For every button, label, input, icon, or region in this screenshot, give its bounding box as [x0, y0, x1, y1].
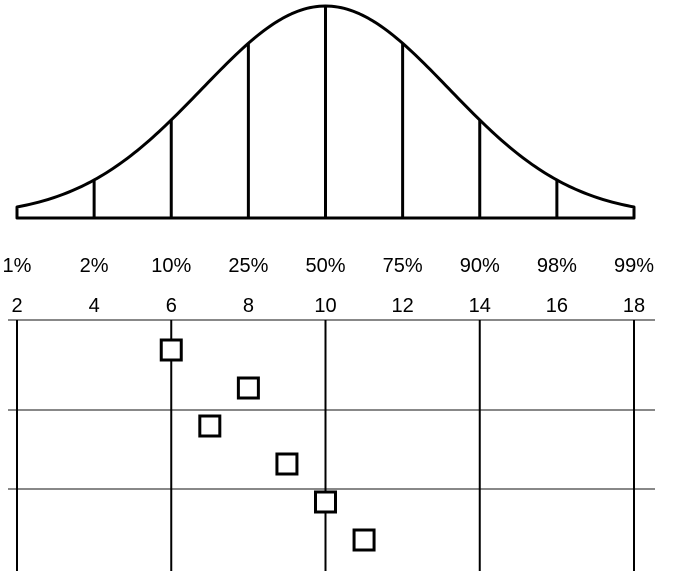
percentile-label: 75% [383, 255, 423, 277]
data-point [275, 452, 299, 476]
percentile-label: 98% [537, 255, 577, 277]
x-tick-label: 4 [89, 295, 100, 317]
percentile-labels: 1% 2% 10% 25% 50% 75% 90% 98% 99% [3, 255, 655, 277]
percentile-label: 25% [228, 255, 268, 277]
percentile-label: 90% [460, 255, 500, 277]
percentile-label: 2% [80, 255, 109, 277]
dot-plot-grid [8, 319, 655, 571]
x-tick-label: 12 [392, 295, 414, 317]
data-point [159, 338, 183, 362]
x-tick-label: 10 [314, 295, 336, 317]
percentile-label: 50% [305, 255, 345, 277]
x-tick-label: 14 [469, 295, 491, 317]
data-point [314, 490, 337, 514]
data-point [236, 376, 260, 400]
x-tick-label: 18 [623, 295, 645, 317]
dot-plot-points [159, 338, 376, 552]
x-tick-label: 16 [546, 295, 568, 317]
x-tick-labels: 2 4 6 8 10 12 14 16 18 [11, 295, 645, 317]
percentile-label: 10% [151, 255, 191, 277]
percentile-label: 99% [614, 255, 654, 277]
data-point [198, 414, 222, 438]
x-tick-label: 6 [166, 295, 177, 317]
bell-curve-chart [15, 4, 636, 220]
data-point [352, 528, 376, 552]
x-tick-label: 8 [243, 295, 254, 317]
percentile-label: 1% [3, 255, 32, 277]
x-tick-label: 2 [11, 295, 22, 317]
